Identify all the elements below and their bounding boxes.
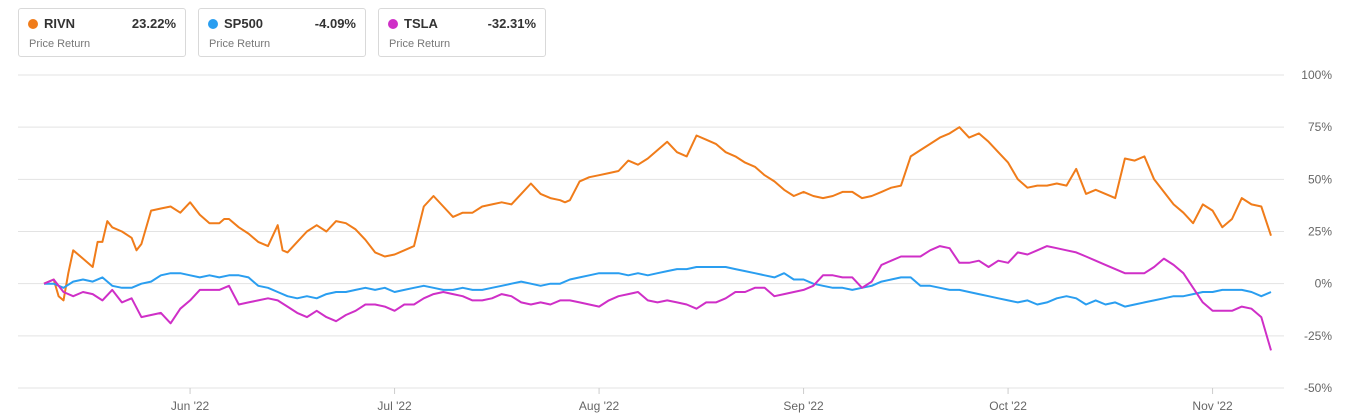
- y-tick-label: 25%: [1308, 225, 1332, 239]
- legend-ticker: SP500: [224, 16, 264, 31]
- rivn-color-dot: [28, 19, 38, 29]
- legend-return-value: -4.09%: [314, 16, 356, 31]
- y-tick-label: -25%: [1304, 329, 1332, 343]
- legend-subtitle: Price Return: [389, 38, 451, 50]
- x-tick-label: Oct '22: [989, 399, 1027, 413]
- tsla-color-dot: [388, 19, 398, 29]
- legend-card-tsla[interactable]: TSLA -32.31% Price Return: [378, 8, 546, 57]
- y-tick-label: -50%: [1304, 381, 1332, 395]
- legend-return-value: 23.22%: [131, 16, 176, 31]
- legend-card-sp500[interactable]: SP500 -4.09% Price Return: [198, 8, 366, 57]
- x-axis: Jun '22 Jul '22 Aug '22 Sep '22 Oct '22 Nov '…: [171, 388, 1233, 413]
- y-axis: 100% 75% 50% 25% 0% -25% -50%: [1301, 68, 1332, 395]
- legend-card-rivn[interactable]: RIVN 23.22% Price Return: [18, 8, 186, 57]
- y-tick-label: 0%: [1315, 277, 1333, 291]
- legend-subtitle: Price Return: [29, 38, 91, 50]
- y-tick-label: 100%: [1301, 68, 1332, 82]
- y-tick-label: 75%: [1308, 120, 1332, 134]
- x-tick-label: Aug '22: [579, 399, 620, 413]
- x-tick-label: Nov '22: [1192, 399, 1233, 413]
- x-tick-label: Jun '22: [171, 399, 210, 413]
- series-line-sp500[interactable]: [44, 266, 1272, 308]
- series-line-rivn[interactable]: [43, 126, 1272, 302]
- legend-subtitle: Price Return: [209, 38, 271, 50]
- legend-ticker: TSLA: [404, 16, 438, 31]
- sp500-color-dot: [208, 19, 218, 29]
- y-tick-label: 50%: [1308, 172, 1332, 186]
- x-tick-label: Sep '22: [783, 399, 824, 413]
- series-line-tsla[interactable]: [43, 245, 1272, 351]
- legend-ticker: RIVN: [44, 16, 76, 31]
- grid-lines: [18, 74, 1284, 389]
- series-lines: [43, 126, 1272, 351]
- legend-return-value: -32.31%: [487, 16, 536, 31]
- x-tick-label: Jul '22: [377, 399, 412, 413]
